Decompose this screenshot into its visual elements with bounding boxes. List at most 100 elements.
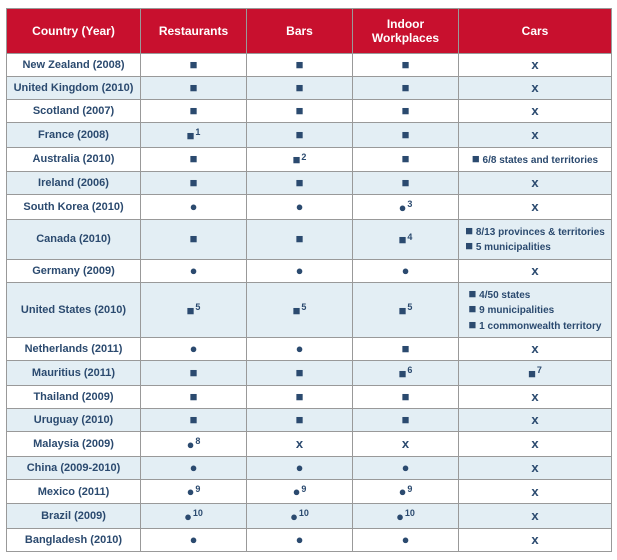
- footnote-2: 2: [301, 152, 306, 162]
- mark-circle: ●: [296, 461, 304, 474]
- table-row: Canada (2010)■■■4■ 8/13 provinces & terr…: [7, 219, 612, 259]
- mark-circle: ●: [402, 264, 410, 277]
- cell-restaurants: ■: [141, 100, 247, 123]
- cell-cars: x: [459, 456, 612, 479]
- mark-square: ■: [469, 318, 477, 331]
- col-country: Country (Year): [7, 9, 141, 54]
- cell-bars: ■: [247, 409, 353, 432]
- cell-bars: ■: [247, 219, 353, 259]
- mark-square: ■: [528, 367, 536, 380]
- cars-list-line: ■ 8/13 provinces & territories: [465, 224, 605, 240]
- cell-indoor: ■4: [353, 219, 459, 259]
- cell-cars: x: [459, 77, 612, 100]
- cell-cars: x: [459, 432, 612, 457]
- cars-list-line: ■ 4/50 states: [469, 287, 602, 303]
- mark-x: x: [531, 342, 538, 355]
- cell-country: Brazil (2009): [7, 504, 141, 529]
- cell-indoor: ■: [353, 172, 459, 195]
- mark-square: ■: [190, 390, 198, 403]
- footnote-7: 7: [537, 365, 542, 375]
- cell-cars: x: [459, 54, 612, 77]
- cell-cars: x: [459, 259, 612, 282]
- mark-square: ■: [402, 152, 410, 165]
- mark-square: ■: [296, 81, 304, 94]
- cell-country: Netherlands (2011): [7, 338, 141, 361]
- mark-square: ■: [469, 287, 477, 300]
- footnote-9: 9: [301, 484, 306, 494]
- mark-square: ■: [296, 232, 304, 245]
- cell-cars: ■ 8/13 provinces & territories■ 5 munici…: [459, 219, 612, 259]
- cell-restaurants: ■1: [141, 123, 247, 148]
- mark-square: ■: [402, 176, 410, 189]
- cell-restaurants: ■: [141, 219, 247, 259]
- cell-cars: x: [459, 479, 612, 504]
- cell-bars: ■: [247, 361, 353, 386]
- mark-x: x: [531, 81, 538, 94]
- cell-indoor: ●3: [353, 195, 459, 220]
- mark-x: x: [531, 390, 538, 403]
- cell-indoor: ■: [353, 409, 459, 432]
- footnote-1: 1: [195, 127, 200, 137]
- cell-bars: ●: [247, 338, 353, 361]
- cell-indoor: ■: [353, 54, 459, 77]
- cell-restaurants: ●: [141, 456, 247, 479]
- cell-restaurants: ■: [141, 172, 247, 195]
- cell-country: Germany (2009): [7, 259, 141, 282]
- cell-indoor: ■6: [353, 361, 459, 386]
- mark-square: ■: [293, 153, 301, 166]
- mark-square: ■: [190, 413, 198, 426]
- table-row: Uruguay (2010)■■■x: [7, 409, 612, 432]
- mark-square: ■: [293, 304, 301, 317]
- mark-square: ■: [296, 128, 304, 141]
- mark-x: x: [531, 413, 538, 426]
- cell-country: Uruguay (2010): [7, 409, 141, 432]
- footnote-10: 10: [193, 508, 203, 518]
- cell-cars: ■7: [459, 361, 612, 386]
- mark-x: x: [296, 437, 303, 450]
- cell-bars: ■2: [247, 147, 353, 172]
- mark-square: ■: [399, 304, 407, 317]
- cell-restaurants: ●: [141, 259, 247, 282]
- mark-square: ■: [296, 104, 304, 117]
- footnote-6: 6: [407, 365, 412, 375]
- footnote-4: 4: [407, 232, 412, 242]
- footnote-9: 9: [407, 484, 412, 494]
- mark-circle: ●: [296, 200, 304, 213]
- cell-indoor: ■: [353, 100, 459, 123]
- table-row: South Korea (2010)●●●3x: [7, 195, 612, 220]
- mark-x: x: [531, 461, 538, 474]
- cell-bars: ■: [247, 172, 353, 195]
- cell-restaurants: ●: [141, 529, 247, 552]
- cell-bars: ●: [247, 529, 353, 552]
- mark-square: ■: [402, 81, 410, 94]
- cell-indoor: ●: [353, 259, 459, 282]
- mark-circle: ●: [190, 264, 198, 277]
- cell-country: United Kingdom (2010): [7, 77, 141, 100]
- footnote-10: 10: [405, 508, 415, 518]
- cell-indoor: x: [353, 432, 459, 457]
- mark-square: ■: [402, 104, 410, 117]
- mark-circle: ●: [190, 342, 198, 355]
- cell-restaurants: ■: [141, 54, 247, 77]
- mark-square: ■: [190, 152, 198, 165]
- footnote-5: 5: [407, 302, 412, 312]
- mark-square: ■: [402, 58, 410, 71]
- cell-cars: x: [459, 386, 612, 409]
- footnote-8: 8: [195, 436, 200, 446]
- cell-restaurants: ●9: [141, 479, 247, 504]
- mark-square: ■: [187, 304, 195, 317]
- table-row: Bangladesh (2010)●●●x: [7, 529, 612, 552]
- cell-bars: ●: [247, 456, 353, 479]
- cars-list-line: ■ 6/8 states and territories: [472, 152, 598, 168]
- table-row: China (2009-2010)●●●x: [7, 456, 612, 479]
- mark-circle: ●: [296, 264, 304, 277]
- cell-country: Mexico (2011): [7, 479, 141, 504]
- cars-list-line: ■ 5 municipalities: [465, 239, 605, 255]
- mark-x: x: [531, 200, 538, 213]
- mark-x: x: [531, 176, 538, 189]
- mark-circle: ●: [187, 438, 195, 451]
- cars-list: ■ 6/8 states and territories: [472, 152, 598, 168]
- table-row: Thailand (2009)■■■x: [7, 386, 612, 409]
- cell-indoor: ■: [353, 338, 459, 361]
- footnote-10: 10: [299, 508, 309, 518]
